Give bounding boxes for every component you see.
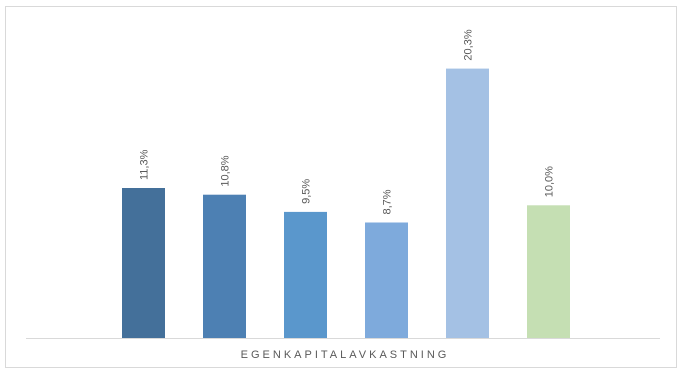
x-axis-title: EGENKAPITALAVKASTNING [241, 349, 450, 361]
data-label-6: 10,0% [544, 166, 556, 197]
data-label-1: 11,3% [139, 149, 151, 180]
data-labels-group: 11,3% 10,8% 9,5% 8,7% 20,3% 10,0% [139, 29, 556, 214]
bar-6 [527, 205, 570, 338]
data-label-4: 8,7% [382, 189, 394, 214]
bar-1 [122, 188, 165, 338]
data-label-5: 20,3% [463, 29, 475, 60]
data-label-3: 9,5% [301, 179, 313, 204]
bar-5 [446, 68, 489, 338]
bars-group [122, 68, 570, 338]
bar-3 [284, 211, 327, 338]
bar-2 [203, 194, 246, 338]
data-label-2: 10,8% [220, 155, 232, 186]
bar-4 [365, 222, 408, 338]
